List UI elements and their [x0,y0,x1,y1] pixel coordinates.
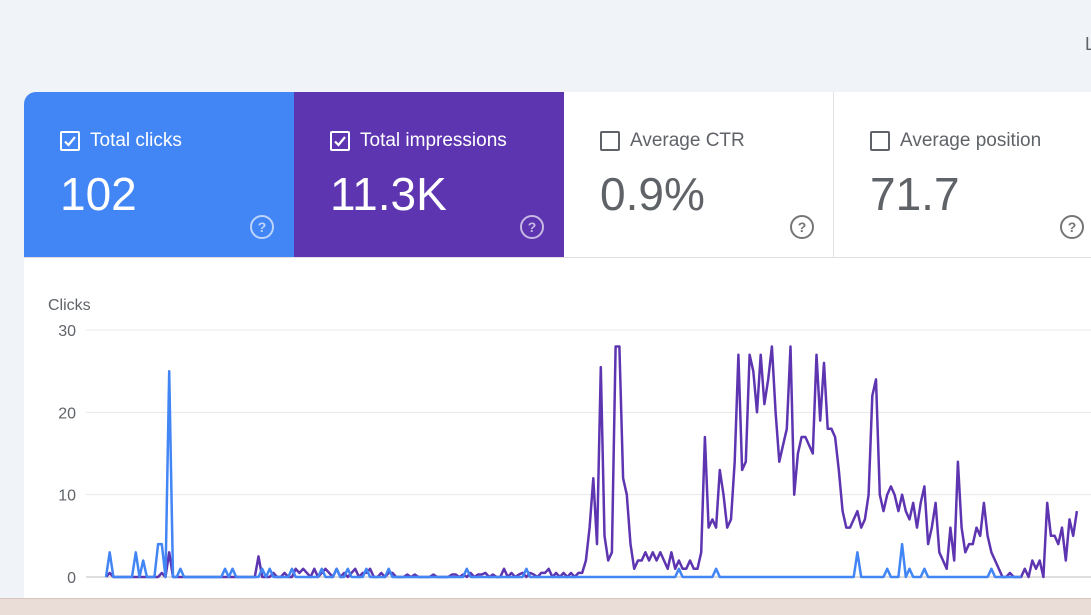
metric-label: Total clicks [90,130,182,151]
metric-value: 71.7 [870,168,960,220]
help-icon[interactable]: ? [790,215,814,239]
series-line-0 [104,369,1022,579]
performance-line-chart[interactable]: Clicks 0 10 20 30 [24,92,1091,612]
metric-label: Average position [900,130,1042,151]
metric-card-total-clicks[interactable]: Total clicks 102 ? [24,92,294,257]
card-divider [24,257,1091,258]
y-tick-label: 20 [58,405,76,422]
checkbox-checked-icon[interactable] [330,131,350,151]
y-tick-label: 0 [67,570,76,587]
metric-label: Average CTR [630,130,745,151]
checkbox-unchecked-icon[interactable] [600,131,620,151]
top-right-partial-text: L [1085,34,1091,54]
taskbar-strip [0,598,1091,615]
y-axis-label: Clicks [48,297,91,314]
metric-header[interactable]: Total clicks [60,130,182,152]
metric-card-average-ctr[interactable]: Average CTR 0.9% ? [564,92,834,257]
metric-header[interactable]: Average position [870,130,1041,152]
help-icon[interactable]: ? [1060,215,1084,239]
metric-header[interactable]: Average CTR [600,130,745,152]
y-tick-label: 10 [58,488,76,505]
performance-card: Total clicks 102 ? Total impressions 11.… [24,92,1091,612]
help-icon[interactable]: ? [250,215,274,239]
checkbox-checked-icon[interactable] [60,131,80,151]
help-icon[interactable]: ? [520,215,544,239]
y-tick-label: 30 [58,323,76,340]
checkbox-unchecked-icon[interactable] [870,131,890,151]
metric-value: 0.9% [600,168,705,220]
metric-value: 102 [60,168,137,220]
metric-card-average-position[interactable]: Average position 71.7 ? [834,92,1091,257]
metric-value: 11.3K [330,168,447,220]
metric-card-total-impressions[interactable]: Total impressions 11.3K ? [294,92,564,257]
metric-label: Total impressions [360,130,507,151]
metric-header[interactable]: Total impressions [330,130,507,152]
series-line-1 [105,345,1079,579]
